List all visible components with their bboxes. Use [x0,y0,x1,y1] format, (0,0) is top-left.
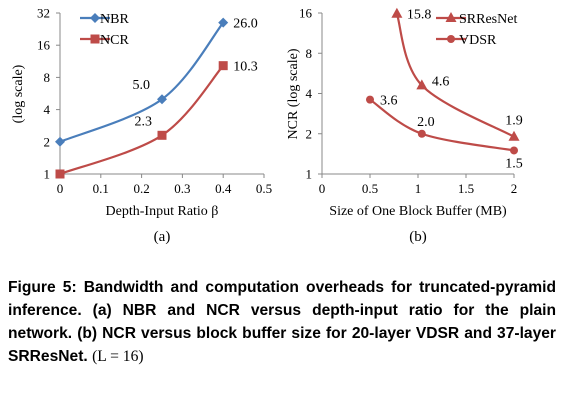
data-point [55,136,65,147]
data-label: 26.0 [233,17,258,32]
data-label: 15.8 [407,8,432,23]
legend-label-ncr: NCR [100,33,129,48]
x-axis-title: Depth-Input Ratio β [106,204,219,219]
y-tick-label: 8 [44,70,51,85]
x-tick-label: 0.2 [133,181,149,196]
x-tick-label: 1.5 [458,181,474,196]
y-tick-label: 16 [299,6,313,21]
caption-math: (L = 16) [92,348,144,365]
x-tick-label: 0.4 [215,181,232,196]
legend-label-srresnet: SRResNet [459,12,517,27]
legend-label-vdsr: VDSR [459,33,497,48]
y-tick-label: 16 [37,38,51,53]
data-point [366,95,374,104]
x-tick-label: 0.5 [362,181,378,196]
y-tick-label: 1 [306,167,313,182]
y-tick-label: 4 [306,86,313,101]
y-tick-label: 32 [37,6,50,21]
data-label: 5.0 [133,78,151,93]
data-label: 2.0 [417,115,435,130]
data-point [218,17,229,28]
x-axis-title: Size of One Block Buffer (MB) [329,204,507,219]
data-point [157,94,167,105]
y-tick-label: 1 [44,167,51,182]
chart-a: 1 2 4 8 16 32 0 0.1 0.2 0.3 0.4 0.5 Depth-Input Rati… [11,6,272,246]
legend-marker [90,13,100,23]
data-point [157,130,167,140]
data-label: 3.6 [380,94,398,109]
y-axis-title: NCR (log scale) [286,48,301,139]
data-label: 2.3 [135,114,153,129]
data-label: 4.6 [432,74,450,89]
legend-label-nbr: NBR [100,12,129,27]
x-tick-label: 1 [415,181,422,196]
figure-caption: Figure 5: Bandwidth and computation over… [8,276,556,368]
panel-label: (a) [154,229,171,245]
x-tick-label: 0.5 [256,181,272,196]
y-tick-label: 2 [306,126,313,141]
data-label: 1.9 [505,114,523,129]
y-tick-label: 8 [306,46,313,61]
legend-marker [445,12,457,22]
data-point [510,146,518,155]
x-tick-label: 2 [511,181,518,196]
x-tick-label: 0 [57,181,64,196]
legend-marker [90,34,100,44]
data-label: 1.5 [505,156,523,171]
data-point [391,7,403,18]
data-point [55,169,65,179]
x-tick-label: 0.1 [93,181,109,196]
panel-label: (b) [409,229,427,245]
data-label: 10.3 [233,60,258,75]
legend-marker [447,35,455,43]
caption-text: Figure 5: Bandwidth and computation over… [8,279,556,365]
y-tick-label: 4 [44,102,51,117]
y-tick-label: 2 [44,134,51,149]
x-tick-label: 0.3 [174,181,190,196]
data-point [416,79,428,90]
data-point [218,61,228,71]
data-point [508,130,520,141]
y-axis-title: (log scale) [11,64,26,123]
chart-b: 1 2 4 8 16 0 0.5 1 1.5 2 Size of One Block Buffer … [286,6,523,246]
series-line-srresnet [395,13,515,138]
figure-5: 1 2 4 8 16 32 0 0.1 0.2 0.3 0.4 0.5 Depth-Input Rati… [11,6,523,246]
x-tick-label: 0 [319,181,326,196]
data-point [417,129,426,138]
